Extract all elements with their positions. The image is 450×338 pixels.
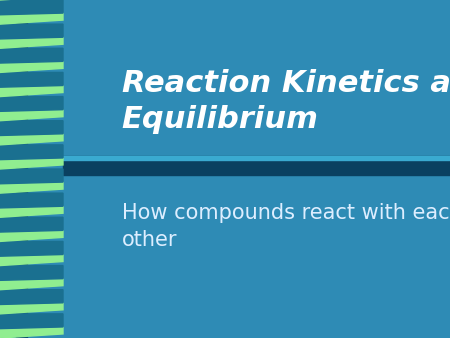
Polygon shape (0, 158, 63, 169)
Polygon shape (0, 134, 63, 145)
Polygon shape (0, 241, 63, 256)
Polygon shape (0, 279, 63, 290)
Polygon shape (0, 169, 63, 184)
Text: How compounds react with each
other: How compounds react with each other (122, 203, 450, 250)
Bar (63, 156, 450, 175)
Polygon shape (0, 290, 63, 305)
Polygon shape (0, 255, 63, 266)
Polygon shape (0, 72, 63, 87)
Polygon shape (0, 97, 63, 111)
Polygon shape (0, 231, 63, 241)
Polygon shape (0, 206, 63, 217)
Bar (63, 156, 450, 160)
Polygon shape (0, 182, 63, 193)
Polygon shape (0, 62, 63, 72)
Polygon shape (0, 37, 63, 48)
Polygon shape (0, 217, 63, 232)
Polygon shape (0, 303, 63, 314)
Polygon shape (0, 13, 63, 24)
Polygon shape (0, 193, 63, 208)
Text: Reaction Kinetics and
Equilibrium: Reaction Kinetics and Equilibrium (122, 69, 450, 134)
Polygon shape (0, 314, 63, 329)
Polygon shape (0, 121, 63, 136)
Polygon shape (0, 266, 63, 280)
Polygon shape (0, 145, 63, 160)
Polygon shape (0, 0, 63, 15)
Polygon shape (0, 86, 63, 97)
Polygon shape (0, 48, 63, 63)
Bar (16, 0, 27, 338)
Polygon shape (0, 110, 63, 121)
Polygon shape (0, 327, 63, 338)
Polygon shape (0, 24, 63, 39)
